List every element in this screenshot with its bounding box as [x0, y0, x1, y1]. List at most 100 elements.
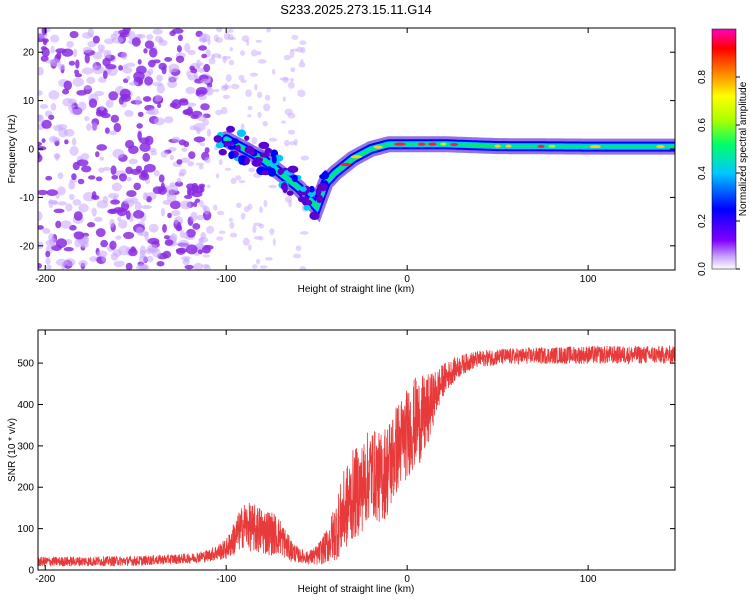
noise-blob	[47, 199, 59, 205]
noise-blob	[183, 194, 193, 199]
noise-blob	[91, 122, 98, 131]
noise-blob	[41, 138, 46, 143]
noise-blob	[238, 180, 246, 184]
colorbar: 0.0 0.2 0.4 0.6 0.8 Normalized spectral ampl…	[697, 28, 749, 276]
noise-blob	[104, 38, 115, 45]
noise-blob	[299, 40, 307, 46]
noise-blob	[288, 199, 292, 208]
noise-blob	[160, 150, 168, 158]
noise-blob	[64, 139, 69, 145]
noise-blob	[187, 161, 195, 167]
noise-blob	[176, 248, 186, 255]
noise-blob	[117, 29, 130, 36]
ridge-blob	[236, 129, 247, 138]
noise-blob	[46, 264, 52, 270]
noise-blob	[141, 204, 152, 210]
noise-blob	[164, 56, 173, 62]
noise-blob	[105, 99, 114, 109]
noise-blob	[212, 204, 218, 211]
ridge-blob	[321, 171, 330, 180]
noise-blob	[142, 96, 152, 102]
noise-blob	[280, 120, 286, 124]
noise-blob	[198, 45, 208, 51]
ridge-hotspot	[548, 144, 556, 148]
ridge-blob	[287, 165, 299, 173]
noise-blob	[206, 128, 212, 137]
noise-blob	[146, 195, 152, 203]
noise-blob	[176, 221, 182, 231]
noise-blob	[283, 54, 291, 61]
noise-blob	[38, 225, 44, 230]
ridge-blob	[213, 135, 222, 143]
noise-blob	[81, 67, 94, 75]
noise-blob	[200, 78, 211, 84]
noise-blob	[110, 33, 117, 41]
noise-blob	[247, 105, 253, 111]
noise-blob	[88, 175, 96, 180]
noise-blob	[196, 126, 201, 135]
noise-blob	[211, 54, 216, 60]
noise-blob	[128, 145, 139, 155]
noise-blob	[72, 199, 82, 206]
noise-blob	[110, 199, 121, 205]
noise-blob	[268, 184, 277, 189]
ridge-blob	[243, 157, 250, 165]
noise-blob	[71, 137, 77, 146]
noise-blob	[142, 192, 148, 201]
spectrogram-ytick-label: 20	[23, 48, 35, 59]
noise-blob	[225, 74, 232, 82]
noise-blob	[55, 48, 67, 54]
ridge-hotspot	[589, 144, 601, 149]
noise-blob	[136, 226, 144, 236]
noise-blob	[215, 173, 220, 179]
noise-blob	[84, 53, 90, 64]
noise-blob	[138, 172, 150, 181]
snr-ytick-label: 200	[17, 483, 34, 494]
spectrogram-ytick-label: 0	[28, 145, 34, 156]
noise-blob	[49, 34, 60, 43]
noise-blob	[216, 28, 223, 33]
noise-blob	[272, 238, 276, 246]
noise-blob	[55, 238, 67, 248]
spectrogram-xtick-label: 100	[580, 274, 597, 285]
noise-blob	[164, 239, 174, 246]
noise-blob	[204, 147, 210, 154]
noise-blob	[192, 222, 201, 230]
noise-blob	[128, 81, 139, 86]
colorbar-tick-label: 0.4	[697, 166, 708, 180]
noise-blob	[259, 265, 268, 269]
ridge-blob	[218, 148, 227, 156]
noise-blob	[161, 65, 167, 75]
noise-blob	[146, 255, 154, 263]
noise-blob	[104, 127, 110, 134]
noise-blob	[256, 51, 262, 56]
noise-blob	[50, 103, 57, 111]
noise-blob	[153, 170, 160, 177]
noise-blob	[229, 232, 238, 238]
spectrogram-ylabel: Frequency (Hz)	[7, 115, 18, 184]
noise-blob	[63, 247, 74, 252]
noise-blob	[93, 51, 103, 60]
noise-blob	[123, 231, 135, 239]
noise-blob	[115, 235, 122, 240]
noise-blob	[152, 186, 163, 194]
noise-blob	[50, 45, 55, 54]
noise-blob	[169, 102, 178, 108]
ridge-blob	[251, 159, 263, 167]
spectrogram-heatmap	[38, 28, 675, 270]
colorbar-tick-label: 0.0	[697, 262, 708, 276]
noise-blob	[99, 105, 105, 111]
noise-blob	[73, 211, 83, 221]
noise-blob	[227, 29, 234, 33]
noise-blob	[264, 94, 271, 101]
noise-blob	[109, 240, 117, 250]
noise-blob	[133, 182, 141, 191]
noise-blob	[147, 244, 158, 253]
noise-blob	[256, 258, 261, 265]
noise-blob	[156, 74, 163, 82]
noise-blob	[57, 123, 68, 130]
ridge-hotspot	[440, 142, 447, 146]
noise-blob	[58, 63, 66, 70]
noise-blob	[132, 210, 145, 219]
ridge-hotspot	[394, 142, 406, 146]
